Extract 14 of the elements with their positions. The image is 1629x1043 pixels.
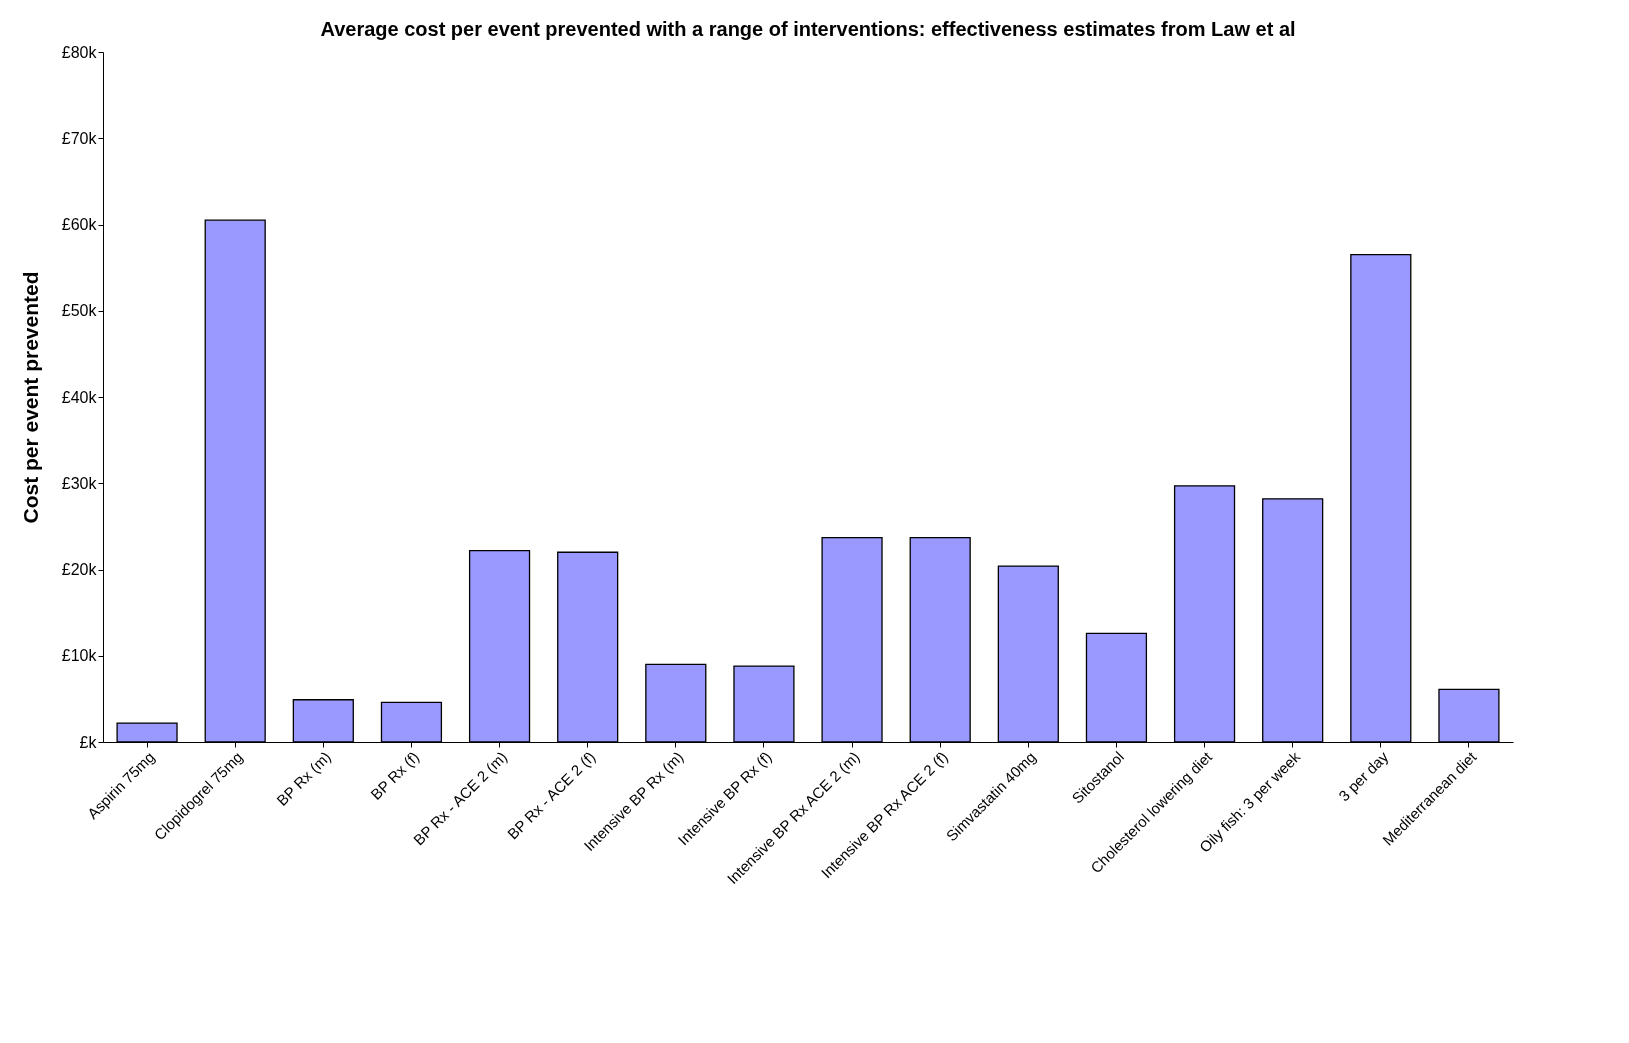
- x-tick-label: BP Rx (m): [273, 748, 334, 809]
- y-axis-title: Cost per event prevented: [18, 271, 42, 524]
- y-tick-label: £70k: [61, 129, 98, 147]
- y-tick-label: £60k: [61, 216, 98, 233]
- x-tick-label: 3 per day: [1335, 747, 1392, 805]
- y-tick-label: £80k: [61, 43, 98, 61]
- y-tick-label: £10k: [61, 647, 98, 665]
- y-tick-label: £30k: [61, 474, 98, 492]
- y-tick-label: £20k: [61, 561, 98, 578]
- y-tick-label: £50k: [61, 302, 98, 320]
- x-tick-label: BP Rx (f): [367, 748, 423, 803]
- y-tick-label: £k: [79, 733, 98, 751]
- y-tick-label: £40k: [61, 388, 98, 406]
- chart-title: Average cost per event prevented with a range of interventions: effectiveness estimates from Law et al: [320, 18, 1296, 40]
